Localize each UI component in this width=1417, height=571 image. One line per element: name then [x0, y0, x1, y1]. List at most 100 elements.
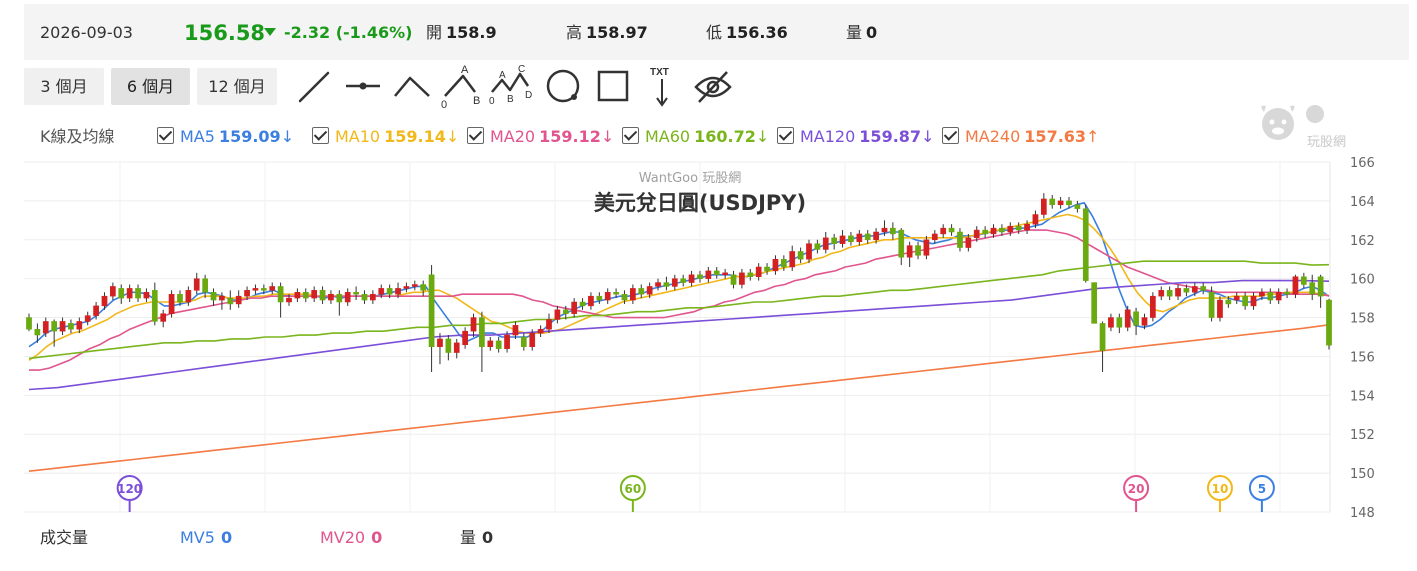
candle-body: [1292, 276, 1299, 295]
ma20-checkbox[interactable]: [467, 127, 484, 144]
candle-body: [319, 290, 326, 301]
candle-body: [1049, 198, 1056, 206]
ma60-checkbox[interactable]: [622, 127, 639, 144]
candle: [403, 282, 410, 293]
range-12m-button[interactable]: 12 個月: [197, 68, 277, 105]
candle-body: [59, 321, 66, 332]
candle: [328, 290, 334, 304]
candlestick-chart[interactable]: WantGoo 玩股網 美元兌日圓(USDJPY) 166 164 162 160 15…: [0, 150, 1417, 520]
wave-line-icon: [394, 76, 430, 97]
candle-body: [177, 293, 183, 303]
candle: [957, 228, 963, 252]
candle: [898, 228, 905, 266]
candle-body: [965, 237, 972, 248]
ma240-legend[interactable]: MA240 157.63↑: [942, 125, 1099, 149]
range-3m-button[interactable]: 3 個月: [24, 68, 104, 105]
candle: [1082, 204, 1089, 283]
candle-body: [160, 313, 167, 322]
candle-body: [1267, 292, 1274, 301]
abcd-pattern-tool[interactable]: A C 0 B D: [488, 64, 532, 110]
candle: [755, 263, 762, 281]
candle: [1259, 288, 1265, 301]
wave-line-tool[interactable]: [390, 64, 434, 110]
ma20-legend[interactable]: MA20 159.12↓: [467, 125, 614, 149]
trend-line-icon: [298, 71, 330, 103]
ma20-name: MA20: [490, 127, 536, 146]
ma10-checkbox[interactable]: [312, 127, 329, 144]
rectangle-tool[interactable]: [591, 64, 635, 110]
ma120-legend[interactable]: MA120 159.87↓: [777, 125, 934, 149]
y-tick-label: 150: [1350, 467, 1375, 482]
candle-body: [1032, 214, 1039, 225]
ma20-line: [29, 229, 1330, 371]
candle-body: [1007, 225, 1014, 233]
ma120-checkbox[interactable]: [777, 127, 794, 144]
y-tick-label: 162: [1350, 234, 1375, 249]
candle: [428, 265, 435, 372]
candle-body: [747, 272, 754, 277]
candle: [344, 288, 351, 306]
circle-tool[interactable]: [541, 64, 585, 110]
candle-body: [562, 309, 569, 314]
ma60-line: [28, 260, 1330, 360]
candle: [277, 282, 284, 318]
candle-body: [655, 282, 661, 287]
candle-body: [353, 292, 359, 295]
candle: [873, 228, 879, 244]
candle-body: [630, 288, 636, 301]
ma10-legend[interactable]: MA10 159.14↓: [312, 125, 459, 149]
candle: [1183, 284, 1190, 297]
candle-body: [1133, 311, 1139, 326]
text-tool[interactable]: TXT: [640, 64, 684, 110]
candle-body: [739, 272, 745, 285]
high-label: 高: [566, 23, 583, 42]
trend-line-tool[interactable]: [292, 64, 336, 110]
quote-price: 156.58: [184, 21, 266, 45]
candle-body: [1200, 286, 1207, 291]
candle: [386, 284, 393, 299]
candle-body: [1217, 299, 1223, 318]
candle-body: [1175, 288, 1181, 297]
candle-body: [470, 317, 477, 332]
horizontal-line-tool[interactable]: [341, 64, 385, 110]
candle: [202, 274, 208, 299]
ma60-legend[interactable]: MA60 160.72↓: [622, 125, 769, 149]
candle: [973, 226, 980, 242]
candle-body: [495, 340, 502, 349]
ma5-checkbox[interactable]: [157, 127, 174, 144]
quote-high: 高 158.97: [566, 4, 648, 60]
ma5-value: 159.09: [218, 127, 281, 146]
candle: [1091, 282, 1098, 324]
candle: [638, 284, 645, 299]
candle-body: [546, 319, 552, 330]
candle: [630, 284, 636, 304]
candle: [1024, 220, 1030, 234]
ma240-checkbox[interactable]: [942, 127, 959, 144]
hide-drawings-tool[interactable]: [691, 64, 735, 110]
candle: [948, 224, 955, 236]
range-6m-button[interactable]: 6 個月: [111, 68, 190, 105]
candle-body: [772, 258, 779, 272]
marker-label: 60: [625, 482, 642, 496]
candle-body: [260, 288, 267, 291]
candle: [646, 282, 653, 299]
candle-body: [294, 292, 301, 299]
abcd-d-text: D: [525, 90, 532, 101]
candle-body: [1124, 309, 1131, 328]
candle-body: [202, 278, 208, 293]
chart-watermark: WantGoo 玩股網: [639, 171, 741, 186]
vol-value: 0: [482, 528, 494, 547]
candle: [59, 317, 66, 336]
abc-pattern-tool[interactable]: A 0 B: [439, 64, 483, 110]
candle-body: [1091, 282, 1098, 324]
candle-body: [1242, 295, 1248, 307]
candle: [336, 290, 343, 316]
candle-body: [537, 328, 544, 334]
ma10-name: MA10: [335, 127, 381, 146]
ma5-legend[interactable]: MA5 159.09↓: [157, 125, 294, 149]
ma240-arrow: ↑: [1086, 127, 1100, 146]
horizontal-line-icon: [346, 82, 380, 90]
candle: [1099, 321, 1106, 372]
candle-body: [370, 293, 376, 301]
